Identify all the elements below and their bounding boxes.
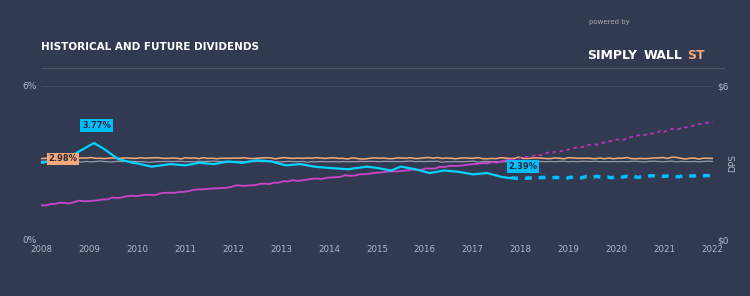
Text: ST: ST	[687, 49, 705, 62]
Text: 2.98%: 2.98%	[49, 155, 77, 163]
Y-axis label: DPS: DPS	[728, 154, 737, 172]
Text: 2.39%: 2.39%	[509, 162, 538, 171]
Text: SIMPLY: SIMPLY	[587, 49, 638, 62]
Text: powered by: powered by	[589, 19, 629, 25]
Text: WALL: WALL	[644, 49, 682, 62]
Text: HISTORICAL AND FUTURE DIVIDENDS: HISTORICAL AND FUTURE DIVIDENDS	[41, 42, 260, 52]
Text: 3.77%: 3.77%	[82, 121, 111, 130]
